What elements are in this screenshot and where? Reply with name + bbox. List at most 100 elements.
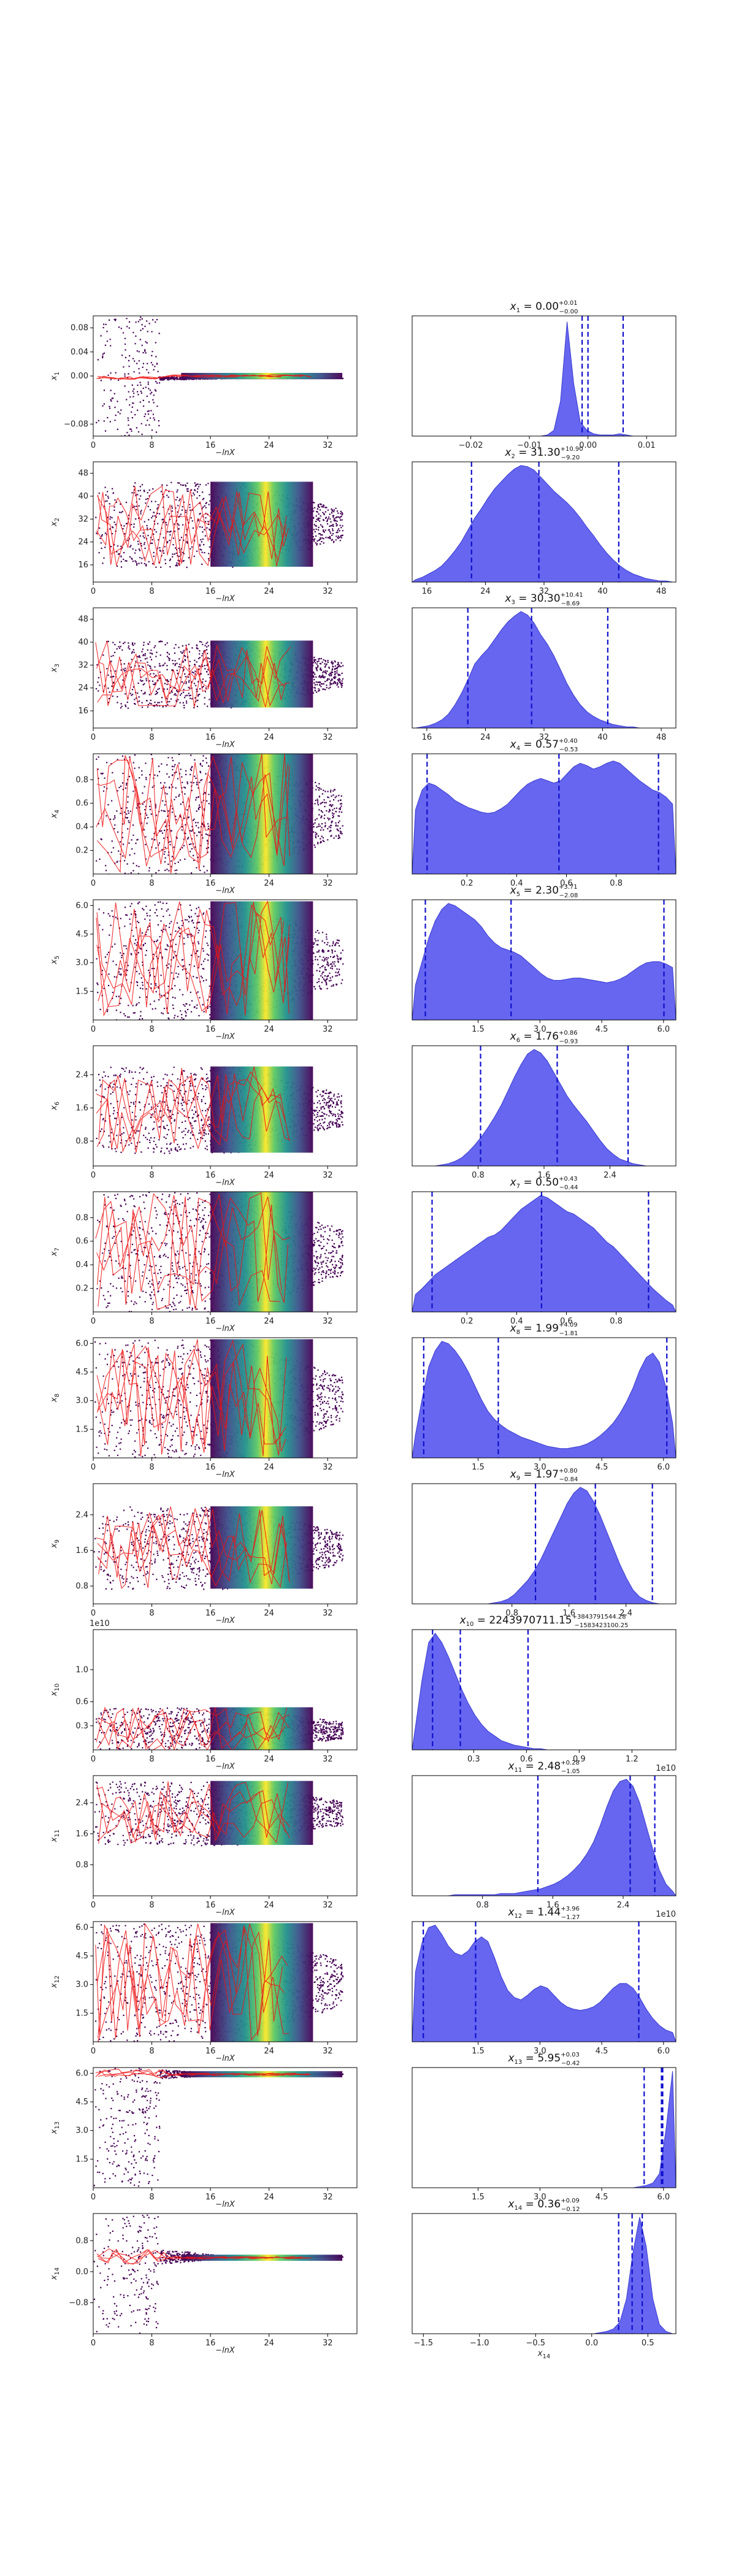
trace-axes-frame bbox=[93, 461, 358, 583]
posterior-xtick-label: 0.2 bbox=[461, 1317, 473, 1326]
posterior-xtick-label: 1.6 bbox=[546, 1901, 559, 1910]
posterior-panel-x9: 0.8 1.6 2.4 x9 = 1.97+0.80 −0.84 bbox=[412, 1468, 677, 1618]
trace-xtick-label: 8 bbox=[149, 1317, 154, 1326]
trace-xtick-label: 16 bbox=[205, 1901, 216, 1910]
posterior-xtick-label: 0.2 bbox=[461, 879, 473, 888]
posterior-density bbox=[412, 2217, 676, 2334]
trace-density-band bbox=[210, 640, 313, 708]
posterior-xtick-label: 6.0 bbox=[657, 1463, 670, 1472]
trace-xtick-label: 0 bbox=[91, 1901, 96, 1910]
trace-xtick-label: 16 bbox=[205, 733, 216, 742]
trace-axes-frame bbox=[93, 899, 358, 1021]
trace-xtick-label: 32 bbox=[323, 587, 333, 596]
trace-panel-x6: 0 8 16 24 32 −lnX 0.8 1.6 2.4 x6 bbox=[50, 1045, 358, 1187]
trace-xtick-label: 0 bbox=[91, 1025, 96, 1034]
trace-xtick-label: 16 bbox=[205, 1171, 216, 1180]
trace-xlabel: −lnX bbox=[215, 886, 236, 895]
trace-ytick-label: 1.5 bbox=[75, 2009, 88, 2018]
trace-density-band bbox=[210, 1781, 313, 1846]
posterior-axes-frame bbox=[412, 899, 677, 1021]
trace-points-x12 bbox=[95, 1922, 344, 2042]
posterior-density bbox=[412, 1779, 677, 1896]
trace-density-band bbox=[210, 901, 313, 1020]
trace-ytick-label: 3.0 bbox=[75, 2126, 88, 2136]
trace-sample-cloud bbox=[95, 1067, 344, 1154]
trace-xtick-label: 24 bbox=[264, 587, 274, 596]
trace-xtick-label: 16 bbox=[205, 587, 216, 596]
trace-ytick-label: 1.6 bbox=[75, 1830, 88, 1839]
trace-chain-lines bbox=[96, 374, 312, 380]
trace-density-band bbox=[210, 1339, 313, 1458]
trace-panel-x12: 0 8 16 24 32 −lnX 1.5 3.0 4.5 6.0 x12 bbox=[50, 1921, 358, 2063]
trace-xtick-label: 32 bbox=[323, 2047, 333, 2056]
trace-xtick-label: 8 bbox=[149, 441, 154, 450]
row-x8: 0 8 16 24 32 −lnX 1.5 3.0 4.5 6.0 x8 1.5 3.0 4.5 6.0 x8… bbox=[50, 1322, 677, 1479]
posterior-xtick-label: −1.5 bbox=[414, 2339, 434, 2348]
posterior-xtick-label: 16 bbox=[422, 587, 432, 596]
trace-panel-x14: 0 8 16 24 32 −lnX −0.8 0.0 0.8 x14 bbox=[50, 2213, 358, 2355]
trace-ytick-label: 0.4 bbox=[75, 822, 88, 832]
trace-ytick-label: 0.8 bbox=[75, 2236, 88, 2245]
posterior-panel-x13: 1.5 3.0 4.5 6.0 x13 = 5.95+0.03 −0.42 bbox=[412, 2052, 677, 2202]
trace-xtick-label: 16 bbox=[205, 1317, 216, 1326]
trace-ytick-label: 6.0 bbox=[75, 1923, 88, 1932]
posterior-xtick-label: 0.6 bbox=[520, 1755, 533, 1764]
trace-ytick-label: 40 bbox=[78, 492, 88, 501]
trace-xtick-label: 8 bbox=[149, 1025, 154, 1034]
trace-xtick-label: 0 bbox=[91, 1755, 96, 1764]
trace-density-band bbox=[210, 481, 313, 567]
posterior-title-x3: x3 = 30.30+10.41 −8.69 bbox=[504, 592, 583, 607]
posterior-xtick-label: 3.0 bbox=[534, 1463, 546, 1472]
trace-xtick-label: 24 bbox=[264, 1025, 274, 1034]
posterior-xtick-label: 2.4 bbox=[604, 1171, 616, 1180]
trace-ylabel: x9 bbox=[50, 1539, 61, 1549]
trace-xtick-label: 16 bbox=[205, 1609, 216, 1618]
trace-ytick-label: 0.04 bbox=[71, 348, 88, 357]
posterior-xtick-label: −0.5 bbox=[526, 2339, 545, 2348]
trace-ytick-label: 24 bbox=[78, 538, 88, 547]
trace-points-x9 bbox=[93, 1506, 344, 1590]
trace-ytick-label: 0.8 bbox=[75, 1213, 88, 1222]
trace-density-band bbox=[210, 1066, 313, 1153]
posterior-axes-frame bbox=[412, 1337, 677, 1459]
posterior-axes-frame bbox=[412, 1191, 677, 1313]
posterior-xtick-label: 0.01 bbox=[638, 441, 656, 450]
trace-xlabel: −lnX bbox=[215, 2200, 236, 2209]
trace-axes-frame bbox=[93, 1483, 358, 1604]
posterior-panel-x7: 0.2 0.4 0.6 0.8 x7 = 0.50+0.43 −0.44 bbox=[412, 1176, 677, 1326]
posterior-xtick-label: −0.02 bbox=[459, 441, 483, 450]
trace-xtick-label: 32 bbox=[323, 879, 333, 888]
posterior-xtick-label: 16 bbox=[422, 733, 432, 742]
trace-ytick-label: 0.6 bbox=[75, 1237, 88, 1246]
trace-ytick-label: 16 bbox=[78, 561, 88, 570]
trace-xtick-label: 0 bbox=[91, 1609, 96, 1618]
trace-panel-x4: 0 8 16 24 32 −lnX 0.2 0.4 0.6 0.8 x4 bbox=[50, 753, 358, 895]
trace-xtick-label: 32 bbox=[323, 1025, 333, 1034]
trace-chain-lines bbox=[95, 1192, 290, 1310]
posterior-density bbox=[412, 1049, 676, 1167]
trace-panel-x9: 0 8 16 24 32 −lnX 0.8 1.6 2.4 x9 bbox=[50, 1483, 358, 1625]
trace-chain-lines bbox=[95, 640, 291, 708]
trace-xtick-label: 32 bbox=[323, 1463, 333, 1472]
posterior-xtick-label: 1.5 bbox=[472, 1463, 485, 1472]
posterior-density bbox=[412, 1195, 677, 1313]
posterior-axes-frame bbox=[412, 1775, 677, 1896]
trace-ylabel: x2 bbox=[50, 518, 61, 527]
trace-xtick-label: 8 bbox=[149, 2193, 154, 2202]
trace-xtick-label: 24 bbox=[264, 1755, 274, 1764]
posterior-xtick-label: 0.00 bbox=[579, 441, 597, 450]
trace-ytick-label: 1.5 bbox=[75, 2155, 88, 2164]
trace-xtick-label: 16 bbox=[205, 441, 216, 450]
trace-points-x1 bbox=[96, 316, 344, 436]
posterior-panel-x10: 0.3 0.6 0.9 1.2 1e10 x10 = 2243970711.15+3843… bbox=[412, 1614, 677, 1773]
trace-axes-frame bbox=[93, 1921, 358, 2042]
posterior-title-x6: x6 = 1.76+0.86 −0.93 bbox=[510, 1030, 578, 1045]
trace-ytick-label: 0.8 bbox=[75, 775, 88, 784]
row-x11: 0 8 16 24 32 −lnX 0.8 1.6 2.4 x11 0.8 1.6 2.4 1e10 x11… bbox=[50, 1760, 677, 1919]
trace-ytick-label: 48 bbox=[78, 615, 88, 624]
trace-ylabel: x5 bbox=[50, 956, 61, 965]
